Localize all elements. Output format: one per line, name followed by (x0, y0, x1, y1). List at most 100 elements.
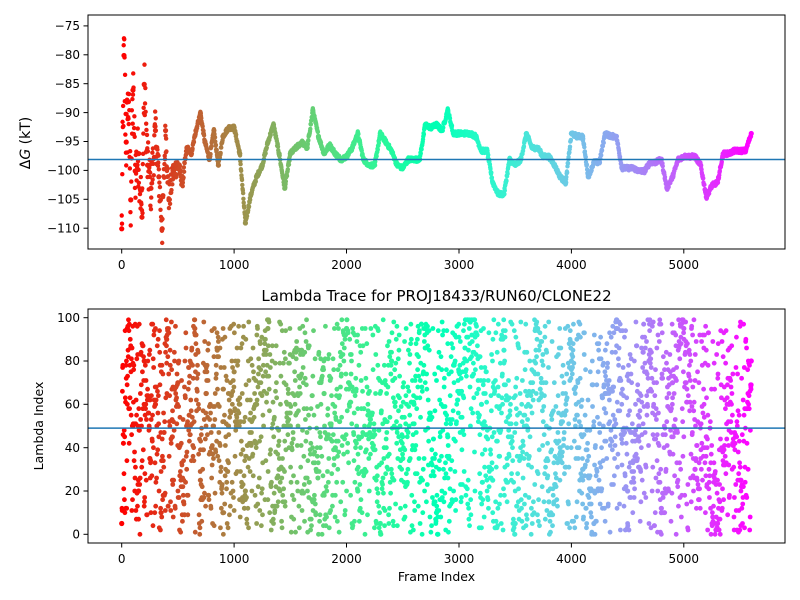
lambda-point-fill (238, 451, 244, 457)
free-energy-point-fill (156, 167, 162, 172)
lambda-point-fill (417, 328, 422, 334)
lambda-point-fill (497, 360, 503, 366)
lambda-point-fill (666, 382, 672, 388)
lambda-point-fill (502, 358, 508, 364)
lambda-point-fill (163, 395, 169, 401)
lambda-point-fill (461, 395, 467, 401)
lambda-point-fill (197, 531, 203, 537)
lambda-point-fill (288, 404, 294, 409)
lambda-point-fill (354, 486, 360, 492)
lambda-point-fill (349, 384, 355, 390)
lambda-point-fill (631, 475, 636, 481)
lambda-point-fill (304, 475, 310, 481)
lambda-point-fill (666, 391, 672, 396)
lambda-point-fill (386, 521, 392, 526)
lambda-point-fill (628, 495, 634, 500)
lambda-point-fill (402, 447, 408, 453)
lambda-point-fill (176, 358, 182, 364)
lambda-point-fill (475, 419, 481, 425)
free-energy-point-fill (153, 116, 158, 121)
lambda-point-fill (142, 499, 147, 505)
lambda-point-fill (617, 321, 623, 327)
lambda-point-fill (138, 382, 144, 388)
lambda-point-fill (364, 384, 370, 390)
lambda-point-fill (156, 421, 161, 427)
lambda-point-fill (418, 414, 423, 420)
lambda-point-fill (226, 397, 232, 403)
lambda-point-fill (273, 343, 279, 349)
lambda-point-fill (650, 319, 656, 325)
free-energy-point-fill (212, 135, 218, 140)
lambda-point-fill (246, 525, 251, 531)
free-energy-point-fill (148, 203, 153, 208)
lambda-point-fill (504, 499, 510, 505)
lambda-point-fill (250, 473, 256, 479)
lambda-point-fill (383, 436, 389, 442)
lambda-point-fill (213, 449, 219, 455)
lambda-point-fill (474, 332, 480, 338)
lambda-point-fill (131, 362, 137, 368)
lambda-point-fill (396, 408, 401, 414)
lambda-point-fill (431, 436, 436, 442)
lambda-point-fill (213, 371, 219, 377)
lambda-point-fill (555, 430, 561, 435)
lambda-point-fill (482, 391, 488, 396)
lambda-point-fill (509, 321, 515, 327)
free-energy-point-fill (418, 151, 423, 156)
lambda-point-fill (447, 486, 453, 492)
free-energy-point-fill (488, 166, 493, 172)
lambda-point-fill (498, 521, 504, 526)
lambda-point-fill (342, 436, 347, 442)
lambda-point-fill (443, 460, 448, 466)
lambda-point-fill (159, 514, 165, 520)
lambda-point-fill (582, 330, 587, 336)
lambda-point-fill (362, 423, 367, 429)
lambda-point-fill (421, 339, 427, 344)
lambda-point-fill (543, 464, 548, 470)
lambda-point-fill (317, 445, 323, 451)
lambda-point-fill (482, 365, 488, 370)
lambda-point-fill (506, 378, 511, 383)
lambda-point-fill (352, 393, 358, 399)
lambda-point-fill (133, 464, 138, 470)
lambda-point-fill (570, 341, 576, 347)
lambda-point-fill (239, 391, 245, 396)
free-energy-point (119, 226, 125, 232)
lambda-point-fill (202, 339, 208, 344)
lambda-point-fill (529, 464, 535, 470)
free-energy-point-fill (167, 197, 172, 202)
lambda-point-fill (456, 334, 462, 340)
lambda-point-fill (536, 347, 542, 353)
lambda-point-fill (119, 521, 125, 526)
free-energy-point-fill (120, 103, 126, 109)
free-energy-point-fill (167, 201, 173, 207)
lambda-point-fill (317, 430, 323, 435)
lambda-point-fill (296, 408, 301, 414)
free-energy-point-fill (583, 154, 588, 160)
lambda-point-fill (623, 328, 628, 334)
lambda-point-fill (590, 404, 595, 409)
y-tick-label: −85 (55, 77, 80, 91)
lambda-point-fill (412, 508, 418, 513)
lambda-point-fill (477, 471, 483, 477)
lambda-point-fill (380, 317, 386, 323)
lambda-point-fill (124, 358, 129, 364)
lambda-point-fill (137, 482, 143, 487)
free-energy-point-fill (126, 116, 131, 121)
lambda-point-fill (236, 423, 242, 429)
lambda-point-fill (129, 345, 135, 351)
lambda-point-fill (358, 349, 364, 355)
lambda-point-fill (488, 451, 494, 457)
lambda-point-fill (588, 501, 594, 507)
lambda-point-fill (381, 362, 387, 368)
free-energy-point-fill (123, 132, 128, 137)
lambda-point-fill (460, 360, 466, 366)
free-energy-point-fill (152, 109, 158, 114)
free-energy-point-fill (421, 132, 427, 137)
y-tick-label: −110 (47, 221, 80, 235)
lambda-point-fill (476, 386, 481, 392)
lambda-point-fill (337, 362, 343, 368)
lambda-point-fill (182, 384, 187, 390)
lambda-point-fill (221, 386, 226, 392)
